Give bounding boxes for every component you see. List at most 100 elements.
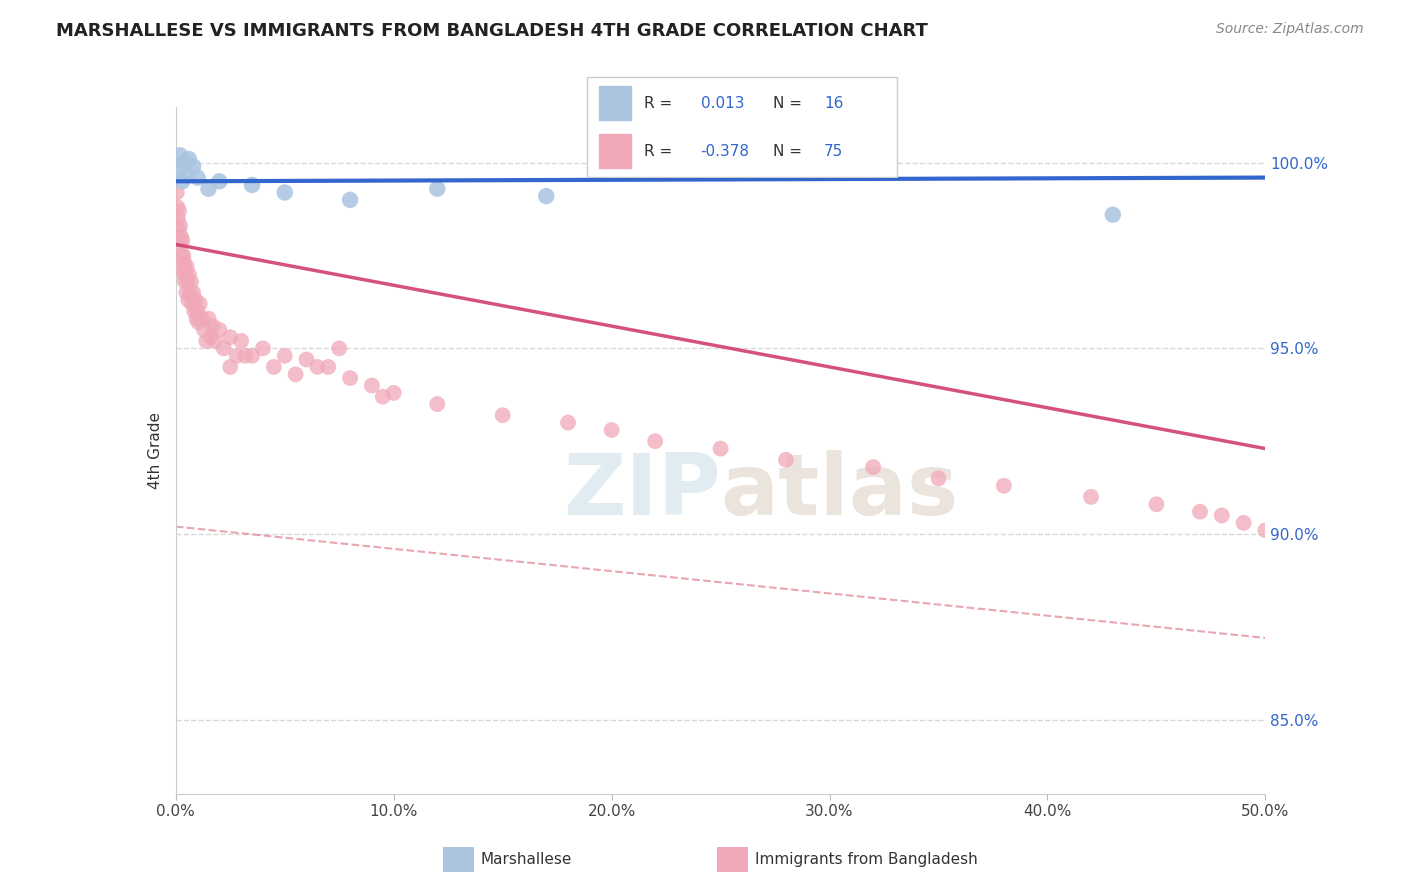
Point — [252, 342, 274, 356]
Point — [200, 330, 222, 344]
Point — [183, 304, 205, 318]
Point — [318, 359, 340, 374]
Point — [174, 267, 197, 281]
Text: R =: R = — [644, 144, 672, 159]
Text: Marshallese: Marshallese — [481, 853, 572, 867]
FancyBboxPatch shape — [586, 77, 897, 178]
Point — [173, 267, 195, 281]
Text: R =: R = — [644, 95, 672, 111]
Point — [208, 174, 231, 188]
Point — [219, 359, 242, 374]
Point — [173, 256, 195, 270]
Point — [862, 460, 884, 475]
Point — [177, 267, 200, 281]
Text: 16: 16 — [824, 95, 844, 111]
Point — [1080, 490, 1102, 504]
Point — [1146, 497, 1168, 511]
Point — [187, 315, 209, 329]
Point — [1102, 208, 1125, 222]
Point — [167, 222, 190, 236]
Point — [534, 189, 557, 203]
Point — [169, 219, 191, 233]
Point — [339, 371, 361, 385]
Point — [557, 416, 579, 430]
Point — [186, 304, 209, 318]
Point — [231, 334, 253, 348]
Point — [167, 163, 190, 178]
Point — [191, 311, 214, 326]
Text: Immigrants from Bangladesh: Immigrants from Bangladesh — [755, 853, 977, 867]
Point — [170, 248, 193, 262]
Point — [274, 349, 297, 363]
Point — [492, 408, 515, 422]
Point — [197, 182, 219, 196]
Point — [201, 319, 224, 334]
Text: -0.378: -0.378 — [700, 144, 749, 159]
Point — [1254, 523, 1277, 537]
Point — [426, 182, 449, 196]
Text: MARSHALLESE VS IMMIGRANTS FROM BANGLADESH 4TH GRADE CORRELATION CHART: MARSHALLESE VS IMMIGRANTS FROM BANGLADES… — [56, 22, 928, 40]
Point — [169, 148, 191, 162]
Point — [328, 342, 350, 356]
Text: 75: 75 — [824, 144, 844, 159]
Point — [186, 311, 208, 326]
Point — [600, 423, 623, 437]
Point — [307, 359, 329, 374]
Point — [166, 200, 188, 214]
Point — [212, 342, 235, 356]
Point — [1233, 516, 1256, 530]
Text: atlas: atlas — [721, 450, 959, 533]
Point — [197, 311, 219, 326]
Point — [644, 434, 666, 449]
Point — [177, 152, 200, 166]
Point — [240, 178, 263, 192]
Point — [173, 155, 195, 169]
Point — [193, 323, 215, 337]
Point — [174, 275, 197, 289]
Point — [235, 349, 257, 363]
Point — [371, 390, 394, 404]
Point — [166, 186, 188, 200]
Point — [181, 297, 204, 311]
Point — [172, 234, 194, 248]
Point — [382, 385, 405, 400]
Point — [263, 359, 285, 374]
Point — [284, 368, 307, 382]
Text: Source: ZipAtlas.com: Source: ZipAtlas.com — [1216, 22, 1364, 37]
Point — [240, 349, 263, 363]
Point — [361, 378, 384, 392]
Point — [176, 260, 198, 274]
Point — [174, 285, 197, 300]
Point — [208, 323, 231, 337]
Point — [176, 167, 198, 181]
Text: N =: N = — [773, 144, 803, 159]
Bar — [599, 87, 631, 120]
Text: 0.013: 0.013 — [700, 95, 744, 111]
Point — [184, 293, 207, 307]
Point — [169, 237, 191, 252]
Point — [180, 275, 202, 289]
Text: ZIP: ZIP — [562, 450, 721, 533]
Point — [172, 248, 194, 262]
Point — [181, 160, 204, 174]
Point — [928, 471, 950, 485]
Point — [179, 285, 201, 300]
Point — [710, 442, 733, 456]
Point — [186, 170, 209, 185]
Point — [177, 275, 200, 289]
Point — [993, 479, 1015, 493]
Point — [426, 397, 449, 411]
Bar — [599, 135, 631, 168]
Point — [1211, 508, 1233, 523]
Y-axis label: 4th Grade: 4th Grade — [148, 412, 163, 489]
Point — [775, 452, 797, 467]
Point — [295, 352, 318, 367]
Point — [219, 330, 242, 344]
Point — [172, 174, 194, 188]
Point — [204, 334, 226, 348]
Point — [170, 230, 193, 244]
Point — [167, 211, 190, 226]
Point — [274, 186, 297, 200]
Point — [181, 285, 204, 300]
Point — [169, 230, 191, 244]
